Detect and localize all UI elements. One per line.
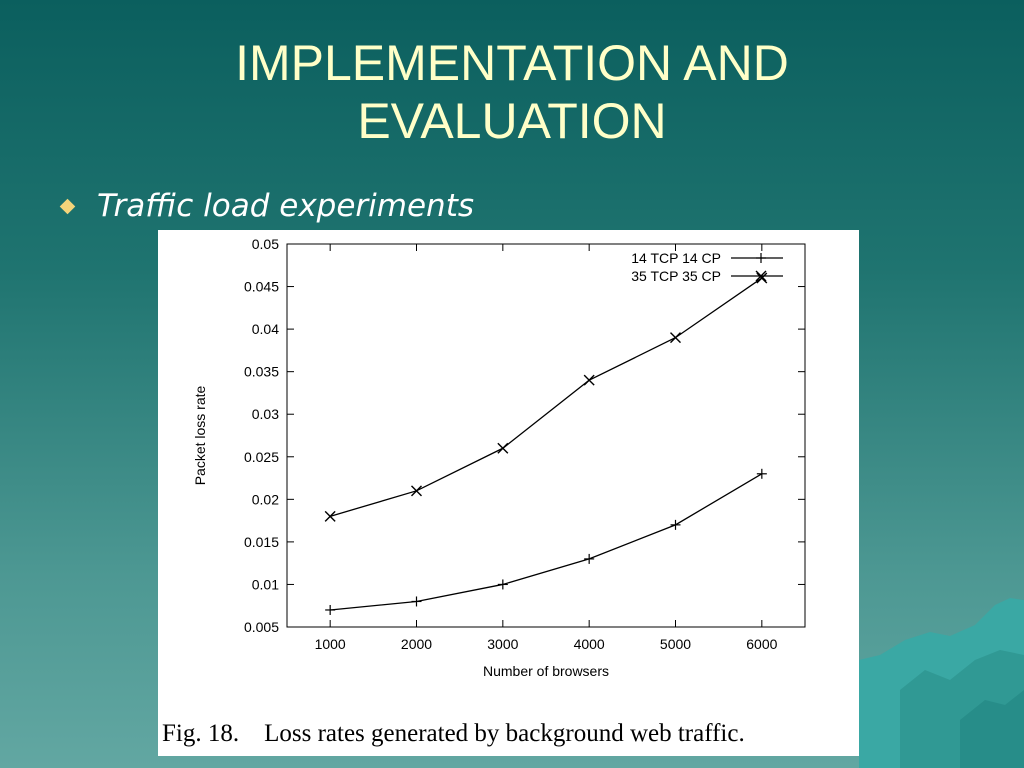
y-tick-label: 0.025 bbox=[244, 449, 279, 465]
y-tick-label: 0.005 bbox=[244, 619, 279, 635]
legend-label: 35 TCP 35 CP bbox=[631, 268, 721, 284]
data-point-series-2 bbox=[497, 442, 509, 454]
figure-caption-text: Loss rates generated by background web t… bbox=[264, 720, 745, 747]
bullet-item: Traffic load experiments bbox=[59, 186, 475, 226]
bullet-text: Traffic load experiments bbox=[97, 188, 475, 224]
series-line-2 bbox=[329, 277, 763, 517]
plot-frame bbox=[286, 243, 806, 628]
data-point-series-2 bbox=[670, 332, 681, 344]
data-point-series-2 bbox=[583, 374, 595, 386]
x-tick-label: 6000 bbox=[746, 636, 777, 652]
x-tick-label: 5000 bbox=[660, 636, 691, 652]
legend-label: 14 TCP 14 CP bbox=[631, 250, 721, 266]
slide-title-line-2: EVALUATION bbox=[357, 93, 667, 149]
legend-marker bbox=[755, 270, 767, 282]
y-tick-label: 0.02 bbox=[252, 491, 279, 507]
y-tick-label: 0.015 bbox=[244, 534, 279, 550]
y-tick-label: 0.045 bbox=[244, 279, 279, 295]
series-line-1 bbox=[330, 473, 763, 611]
y-axis-label: Packet loss rate bbox=[192, 385, 208, 485]
data-point-series-2 bbox=[756, 272, 768, 284]
x-tick-label: 1000 bbox=[315, 636, 346, 652]
diamond-bullet-icon bbox=[59, 198, 76, 214]
x-tick-label: 4000 bbox=[574, 636, 605, 652]
slide-title: IMPLEMENTATION AND EVALUATION bbox=[0, 34, 1024, 150]
x-tick-label: 2000 bbox=[401, 636, 432, 652]
y-tick-label: 0.03 bbox=[252, 406, 279, 422]
data-point-series-2 bbox=[411, 485, 422, 497]
figure-caption: Fig. 18. Loss rates generated by backgro… bbox=[162, 720, 745, 748]
loss-rate-chart: 0.005 0.01 0.015 0.02 0.025 0.03 0.035 0.04 0.04… bbox=[192, 236, 806, 679]
data-point-series-2 bbox=[324, 510, 336, 522]
y-tick-label: 0.035 bbox=[244, 364, 279, 380]
figure-panel: 0.005 0.01 0.015 0.02 0.025 0.03 0.035 0.04 0.04… bbox=[158, 230, 859, 756]
y-tick-label: 0.01 bbox=[252, 576, 279, 592]
x-tick-label: 3000 bbox=[487, 636, 518, 652]
y-tick-label: 0.05 bbox=[252, 236, 279, 252]
x-axis-label: Number of browsers bbox=[483, 663, 609, 679]
y-tick-label: 0.04 bbox=[252, 321, 279, 337]
figure-caption-label: Fig. 18. bbox=[162, 720, 240, 747]
slide-title-line-1: IMPLEMENTATION AND bbox=[235, 35, 789, 91]
